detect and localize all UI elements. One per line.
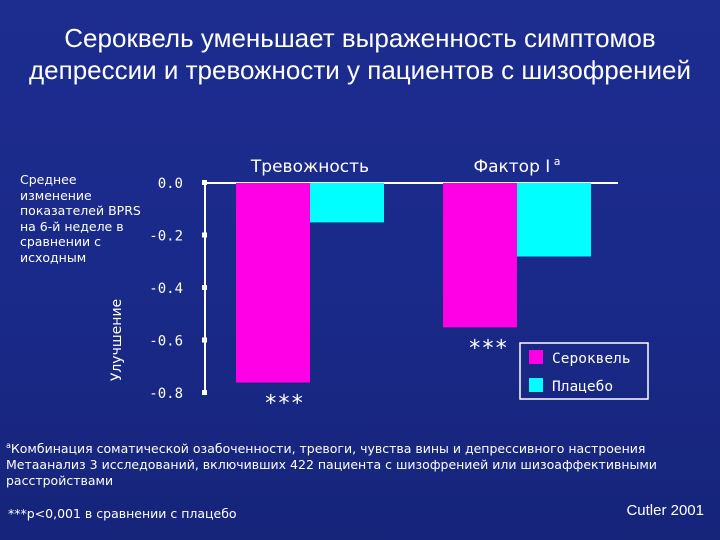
pvalue-note: ***p<0,001 в сравнении с плацебо (8, 506, 237, 521)
y-tick-mark (202, 180, 207, 185)
footnote: aКомбинация соматической озабоченности, … (6, 438, 718, 489)
y-tick-mark (202, 390, 207, 395)
bar-chart: 0.0 -0.2 -0.4 -0.6 -0.8 Тревожность *** Фактор… (149, 155, 649, 417)
legend-box (519, 342, 649, 400)
category-superscript: a (550, 155, 560, 168)
bar-seroquel (236, 183, 310, 383)
legend-swatch (529, 378, 543, 392)
y-tick-mark (202, 232, 207, 238)
y-axis-description: Среднее изменение показателей BPRS на 6-… (20, 172, 141, 265)
significance-stars: *** (468, 336, 508, 361)
y-tick-label: -0.2 (149, 229, 183, 245)
slide-title: Сероквель уменьшает выраженность симптом… (28, 23, 691, 85)
y-tick-mark (202, 337, 207, 343)
legend-swatch (529, 350, 543, 364)
bar-placebo (310, 183, 384, 223)
axis-layer: 0.0 -0.2 -0.4 -0.6 -0.8 (149, 176, 618, 402)
y-tick-mark (202, 285, 207, 290)
legend: Сероквель Плацебо (519, 342, 649, 400)
bar-seroquel (443, 183, 517, 328)
bar-placebo (517, 183, 591, 257)
category-label: Фактор I a (473, 155, 560, 177)
footnote-line-1: Комбинация соматической озабоченности, т… (10, 441, 646, 457)
y-tick-label: -0.6 (149, 334, 183, 350)
significance-stars: *** (264, 392, 304, 417)
legend-label: Сероквель (552, 351, 631, 367)
footnote-line-2: Метаанализ 3 исследований, включивших 42… (6, 457, 657, 489)
y-tick-label: -0.8 (149, 386, 183, 402)
y-tick-label: 0.0 (158, 176, 183, 192)
y-tick-label: -0.4 (149, 281, 183, 297)
bar-layer (236, 183, 591, 383)
citation: Cutler 2001 (626, 502, 704, 519)
category-label: Тревожность (250, 157, 369, 177)
label-layer: Тревожность *** Фактор I a *** (250, 155, 561, 417)
footnote-marker: a (6, 441, 11, 450)
legend-label: Плацебо (552, 379, 613, 395)
